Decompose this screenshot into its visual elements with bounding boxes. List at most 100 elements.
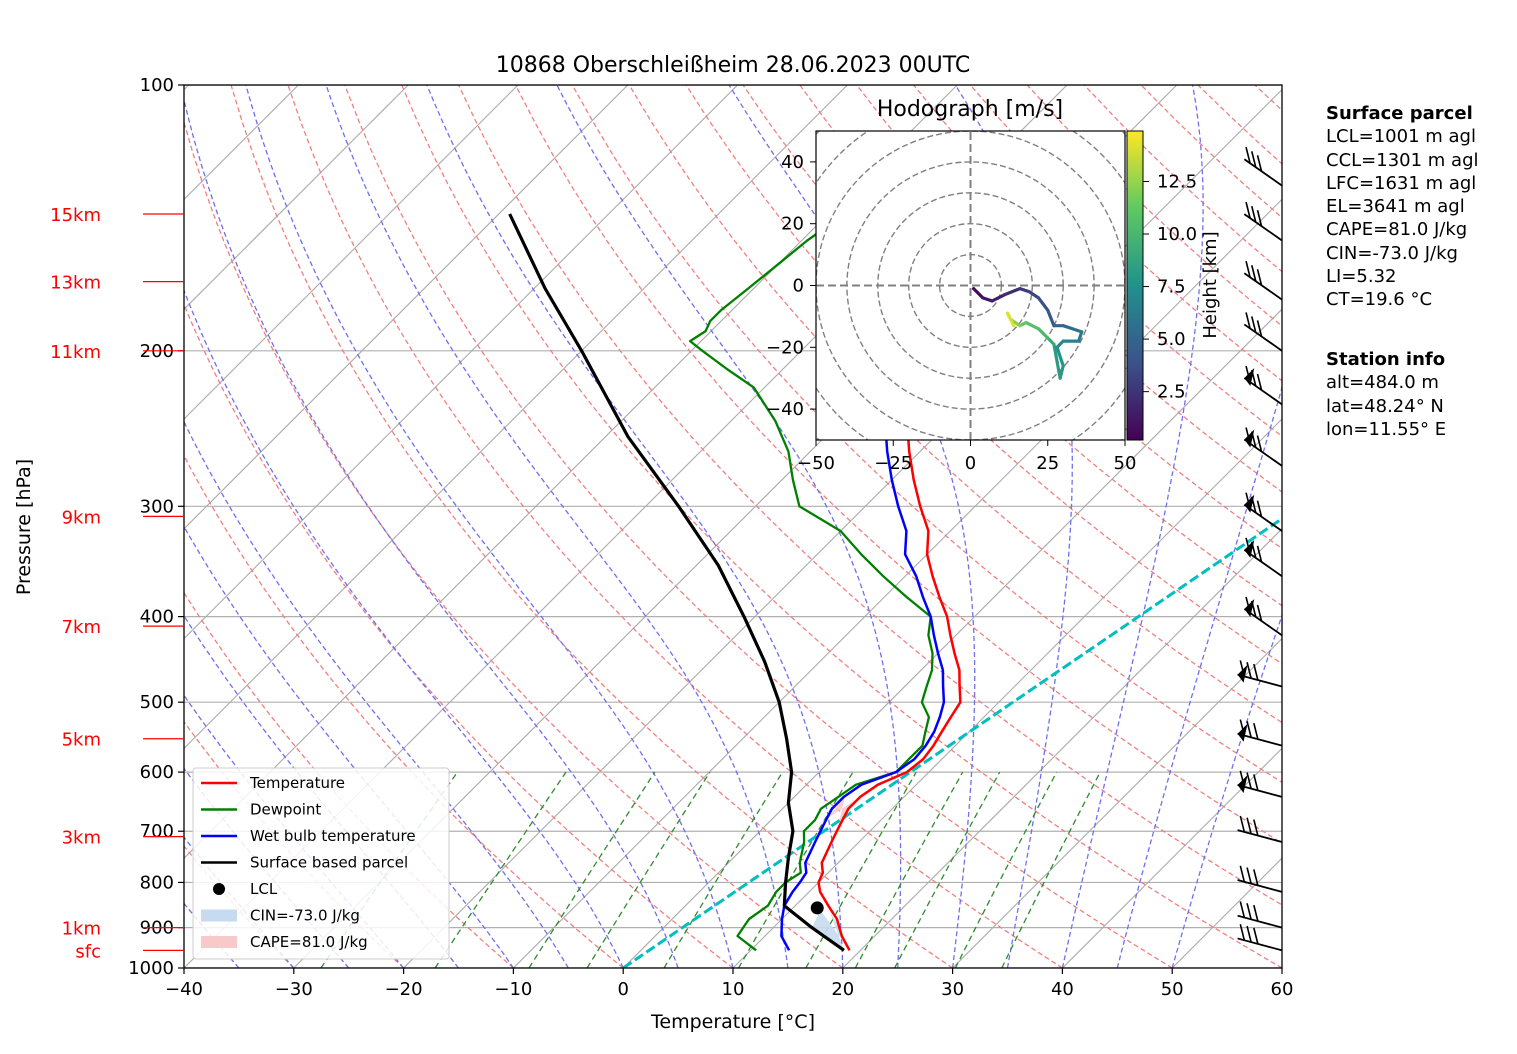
hodograph-segment <box>1052 342 1062 380</box>
wind-barb <box>1243 147 1283 187</box>
height-label: 1km <box>62 919 101 940</box>
dry-adiabat <box>184 454 624 968</box>
colorbar-tick-label: 10.0 <box>1157 224 1197 245</box>
colorbar-tick-label: 2.5 <box>1157 382 1186 403</box>
isotherm <box>184 85 738 640</box>
dry-adiabat <box>344 85 1173 968</box>
wind-barb <box>1243 365 1283 406</box>
mixing-ratio-line <box>805 771 917 968</box>
cape-area <box>807 796 861 832</box>
y-tick-label: 400 <box>140 607 174 628</box>
hodograph-x-tick-label: −50 <box>797 453 835 474</box>
hodograph-x-tick-label: 25 <box>1036 453 1059 474</box>
isotherm <box>184 85 519 420</box>
x-tick-label: −20 <box>385 979 423 1000</box>
moist-adiabat <box>184 614 460 968</box>
hodograph: −50 −25 0 25 50 40 20 0 −20 −40 Hodograph [m/s] 2… <box>766 97 1221 474</box>
mixing-ratio-line <box>738 771 854 968</box>
wind-barb <box>1237 815 1283 843</box>
wind-barb <box>1243 596 1283 637</box>
moist-adiabat <box>426 85 844 968</box>
hodograph-segment <box>1055 345 1065 368</box>
moist-adiabat <box>1116 385 1282 968</box>
hodograph-segment <box>1018 286 1031 294</box>
dry-adiabat <box>287 85 1063 968</box>
isotherm <box>513 198 1282 968</box>
hodograph-segment <box>1027 290 1041 300</box>
dry-adiabat <box>571 85 1282 784</box>
legend-wetbulb: Wet bulb temperature <box>201 827 416 845</box>
mixing-ratio-line <box>528 771 656 968</box>
legend-temperature: Temperature <box>201 774 345 792</box>
wind-barb <box>1237 901 1283 929</box>
wind-barb <box>1243 261 1283 301</box>
mixing-ratio-line <box>586 771 711 968</box>
x-axis-label: Temperature [°C] <box>650 1011 815 1033</box>
svg-text:Wet bulb temperature: Wet bulb temperature <box>250 827 416 845</box>
isotherm <box>622 308 1282 968</box>
parcel-line <box>508 213 845 952</box>
legend-cape: CAPE=81.0 J/kg <box>201 933 368 951</box>
moist-adiabat <box>184 902 240 968</box>
wind-barb <box>1237 660 1283 688</box>
colorbar-ticks: 2.5 5.0 7.5 10.0 12.5 <box>1143 171 1197 403</box>
x-tick-label: −30 <box>275 979 313 1000</box>
height-label: 5km <box>62 730 101 751</box>
isotherm <box>952 637 1282 968</box>
x-tick-label: 50 <box>1161 979 1184 1000</box>
x-tick-label: −40 <box>165 979 203 1000</box>
station-info-panel: Station info alt=484.0 m lat=48.24° N lo… <box>1326 348 1446 441</box>
parcel-cin: CIN=-73.0 J/kg <box>1326 242 1458 264</box>
x-tick-label: −10 <box>494 979 532 1000</box>
hodograph-segment <box>1061 324 1075 331</box>
isotherm <box>732 418 1282 968</box>
hodograph-segment <box>981 296 994 303</box>
isotherm <box>1062 747 1282 968</box>
colorbar <box>1126 130 1144 441</box>
legend-cin: CIN=-73.0 J/kg <box>201 907 360 925</box>
mixing-ratio-line <box>1001 771 1101 968</box>
isotherm <box>184 85 848 750</box>
x-tick-label: 60 <box>1271 979 1294 1000</box>
moist-adiabat <box>556 85 902 968</box>
parcel-el: EL=3641 m agl <box>1326 196 1465 218</box>
moist-adiabat <box>184 288 624 968</box>
svg-text:CIN=-73.0 J/kg: CIN=-73.0 J/kg <box>250 907 360 925</box>
dry-adiabat <box>184 302 734 968</box>
parcel-lcl: LCL=1001 m agl <box>1326 126 1476 148</box>
svg-text:LCL: LCL <box>250 880 278 898</box>
surface-parcel-header: Surface parcel <box>1326 103 1473 124</box>
hodograph-segment <box>1046 308 1056 328</box>
x-tick-label: 40 <box>1051 979 1074 1000</box>
hodograph-grid <box>816 131 1125 440</box>
y-tick-label: 500 <box>140 692 174 713</box>
svg-text:Surface based parcel: Surface based parcel <box>250 854 408 872</box>
moist-adiabat <box>325 85 789 968</box>
hodograph-segment <box>990 293 1007 303</box>
axes-layer: −40 −30 −20 −10 0 10 20 30 40 50 60100200300400500… <box>50 75 1293 1000</box>
lcl-marker <box>810 901 824 915</box>
legend-dewpoint: Dewpoint <box>201 801 321 819</box>
svg-text:CAPE=81.0 J/kg: CAPE=81.0 J/kg <box>250 933 368 951</box>
colorbar-tick-label: 7.5 <box>1157 277 1186 298</box>
lcl-construction-line <box>622 516 1282 968</box>
moist-adiabat <box>1171 613 1282 968</box>
y-tick-label: 100 <box>140 75 174 96</box>
legend: Temperature Dewpoint Wet bulb temperature S… <box>192 767 450 960</box>
dry-adiabat <box>401 85 1282 968</box>
hodograph-y-tick-label: 40 <box>781 152 804 173</box>
isotherm <box>184 85 409 310</box>
wind-barb <box>1243 537 1283 577</box>
moist-adiabat <box>184 420 569 968</box>
mixing-ratio-line <box>434 771 567 968</box>
height-label: 9km <box>62 507 101 528</box>
hodograph-axes: −50 −25 0 25 50 40 20 0 −20 −40 <box>766 152 1136 474</box>
dry-adiabat <box>230 85 953 968</box>
x-tick-label: 20 <box>831 979 854 1000</box>
isotherm <box>184 85 629 530</box>
mixing-ratio-line <box>954 771 1058 968</box>
moist-adiabat <box>184 97 679 968</box>
colorbar-tick-label: 12.5 <box>1157 171 1197 192</box>
x-tick-label: 10 <box>722 979 745 1000</box>
dry-adiabat <box>514 85 1282 844</box>
